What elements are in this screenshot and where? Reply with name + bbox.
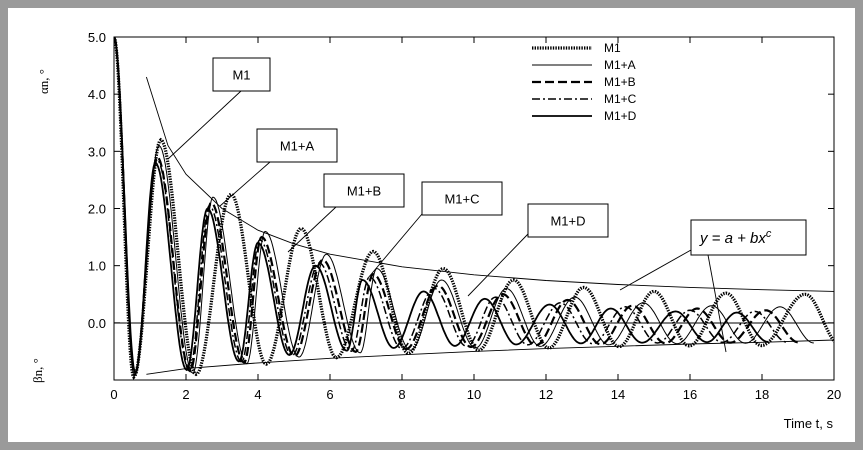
fit-equation-box: y = a + bxc [690,219,807,256]
fit-equation: y = a + bxc [699,228,772,247]
chart-frame: 0 2 4 6 8 10 12 14 16 18 20 5.0 4.0 3.0 2.0 1.0 0.0 αn, … [8,8,855,442]
series-m1-c [114,37,788,375]
callout-label: M1+B [347,184,381,199]
x-tick-label: 2 [182,387,189,402]
series-m1-b [114,37,799,376]
legend-label: M1 [604,41,621,55]
y-tick-label: 1.0 [88,259,106,274]
callout-leader [287,206,337,253]
fit-envelope-line [145,76,834,292]
y-tick-label: 0.0 [88,316,106,331]
x-tick-label: 4 [254,387,261,402]
series-m1-d [114,37,769,375]
y-tick-label: 4.0 [88,87,106,102]
fit-envelope-line [146,339,834,375]
y-axis-label-top: αn, ° [36,69,51,94]
legend-label: M1+D [604,109,637,123]
callout-box [323,173,405,208]
x-tick-label: 10 [467,387,481,402]
callout-label: M1+A [280,139,315,154]
x-tick-label: 0 [110,387,117,402]
callout-leader [367,213,423,279]
x-tick-label: 6 [326,387,333,402]
legend-label: M1+C [604,92,637,106]
fit-equation-leader [619,249,692,291]
y-axis-label-bottom: βn, ° [30,358,45,383]
y-tick-label: 3.0 [88,144,106,159]
callout-label: M1+C [444,192,479,207]
x-tick-label: 16 [683,387,697,402]
callout-label: M1+D [550,214,585,229]
x-axis-label: Time t, s [784,416,834,431]
callout-box [212,57,271,92]
y-tick-label: 5.0 [88,30,106,45]
callout-box [256,128,338,163]
legend-label: M1+A [604,58,636,72]
x-tick-label: 18 [755,387,769,402]
x-tick-label: 8 [398,387,405,402]
legend-label: M1+B [604,75,636,89]
callout-leader [219,161,271,207]
y-tick-label: 2.0 [88,202,106,217]
callout-box [527,203,609,238]
chart-canvas: 0 2 4 6 8 10 12 14 16 18 20 5.0 4.0 3.0 2.0 1.0 0.0 αn, … [30,30,841,431]
x-tick-label: 20 [827,387,841,402]
series-m1 [114,37,834,380]
callout-box [421,181,503,216]
fit-equation-leader [707,254,727,353]
legend: M1 M1+A M1+B M1+C M1+D [532,41,637,123]
callout-label: M1 [232,68,250,83]
callout-leader [167,90,242,160]
callout-leader [467,233,529,297]
x-tick-label: 12 [539,387,553,402]
x-tick-label: 14 [611,387,625,402]
